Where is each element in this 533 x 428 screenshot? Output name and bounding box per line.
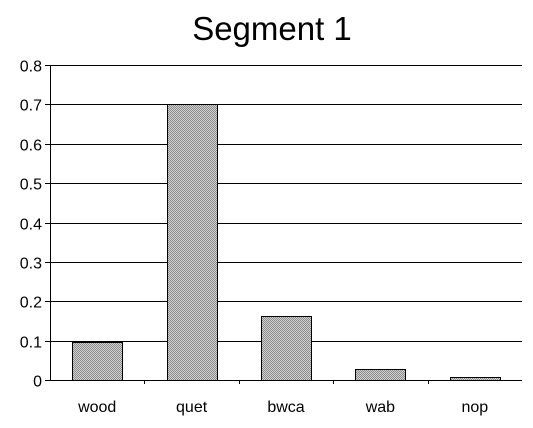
x-tick-label: wab (365, 399, 395, 416)
y-tick-label: 0.2 (20, 295, 42, 312)
y-tick-label: 0.7 (20, 98, 42, 115)
bar-quet (167, 104, 218, 381)
x-axis-labels: wood quet bwca wab nop (77, 399, 488, 416)
y-tick-label: 0.4 (20, 217, 42, 234)
y-tick-label: 0.1 (20, 335, 42, 352)
axes (50, 65, 522, 384)
gridlines (50, 65, 522, 342)
bars (72, 104, 501, 381)
y-axis-ticks: 0 0.1 0.2 0.3 0.4 0.5 0.6 0.7 0.8 (20, 59, 50, 391)
y-tick-label: 0.5 (20, 177, 42, 194)
chart-title: Segment 1 (192, 10, 352, 47)
x-tick-label: nop (461, 399, 488, 416)
x-tick-label: quet (176, 399, 208, 416)
bar-wab (355, 369, 406, 381)
y-tick-label: 0.8 (20, 59, 42, 76)
bar-wood (72, 342, 123, 381)
y-tick-label: 0.3 (20, 256, 42, 273)
y-tick-label: 0 (33, 374, 42, 391)
y-tick-label: 0.6 (20, 138, 42, 155)
bar-bwca (261, 316, 312, 381)
x-tick-label: bwca (267, 399, 304, 416)
x-tick-label: wood (77, 399, 116, 416)
